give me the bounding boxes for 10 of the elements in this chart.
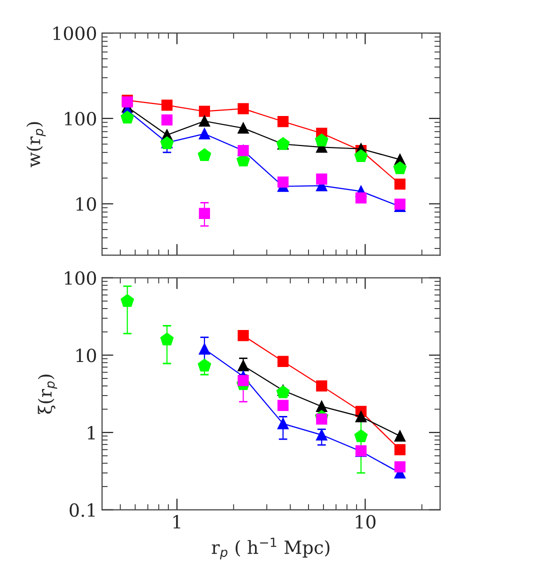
y-tick-label: 10 [76,197,96,211]
y-axis-title: ξ(r$_{p}$) [38,374,58,414]
y-axis-title: w(r$_{p}$) [26,122,46,168]
x-axis-title: r$_{p}$ ( h$^{−1}$ Mpc) [212,538,330,560]
y-tick-label: 100 [64,112,96,126]
y-tick-label: 10 [76,348,96,362]
y-tick-label: 0.1 [70,503,95,517]
y-tick-label: 1 [88,426,95,440]
y-tick-label: 1000 [53,26,96,40]
y-tick-label: 100 [64,271,96,285]
